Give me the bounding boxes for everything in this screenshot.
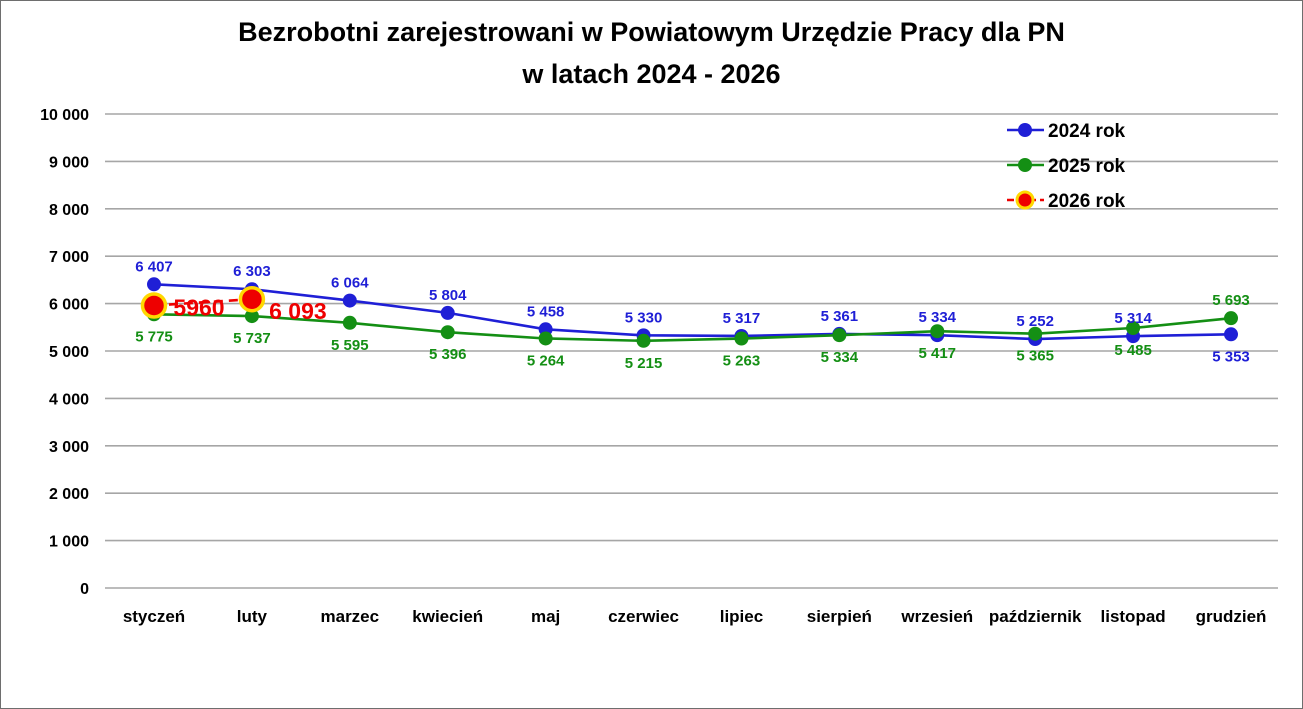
data-label-2026-rok: 6 093 xyxy=(269,298,327,324)
data-label-2024-rok: 5 353 xyxy=(1212,348,1250,365)
legend-label-2026-rok: 2026 rok xyxy=(1048,191,1126,212)
x-axis-label: maj xyxy=(531,607,560,626)
data-label-2026-rok: 5960 xyxy=(173,294,224,320)
data-label-2025-rok: 5 215 xyxy=(625,355,663,372)
data-point-marker-2024-rok xyxy=(147,277,161,292)
data-label-2025-rok: 5 396 xyxy=(429,346,467,363)
data-label-2024-rok: 6 303 xyxy=(233,263,271,280)
data-label-2024-rok: 5 361 xyxy=(821,308,859,325)
data-point-marker-2024-rok xyxy=(1224,327,1238,342)
y-tick-label: 10 000 xyxy=(40,107,89,124)
data-label-2025-rok: 5 485 xyxy=(1114,342,1152,359)
y-tick-label: 8 000 xyxy=(49,202,89,219)
data-label-2024-rok: 5 314 xyxy=(1114,310,1152,327)
data-label-2024-rok: 5 252 xyxy=(1016,313,1054,330)
data-label-2025-rok: 5 775 xyxy=(135,328,173,345)
data-label-2025-rok: 5 737 xyxy=(233,330,271,347)
x-axis-label: grudzień xyxy=(1196,607,1267,626)
y-tick-label: 6 000 xyxy=(49,297,89,314)
data-label-2024-rok: 5 330 xyxy=(625,309,663,326)
x-axis-label: październik xyxy=(989,607,1082,626)
chart-title-line2: w latach 2024 - 2026 xyxy=(522,59,781,89)
chart-title-line1: Bezrobotni zarejestrowani w Powiatowym U… xyxy=(238,17,1065,47)
y-tick-label: 5 000 xyxy=(49,344,89,361)
data-label-2025-rok: 5 417 xyxy=(918,345,956,362)
data-point-marker-2025-rok xyxy=(734,331,749,346)
y-tick-label: 0 xyxy=(80,581,89,598)
y-tick-label: 7 000 xyxy=(49,249,89,266)
x-axis-label: styczeń xyxy=(123,607,185,626)
data-label-2024-rok: 5 804 xyxy=(429,287,467,304)
legend-label-2024-rok: 2024 rok xyxy=(1048,121,1126,142)
series-line-2026-rok xyxy=(153,297,252,307)
data-point-marker-2025-rok xyxy=(538,331,553,346)
x-axis-label: wrzesień xyxy=(900,607,973,626)
legend-marker-2026-rok xyxy=(1015,190,1035,210)
data-label-2024-rok: 5 334 xyxy=(918,309,956,326)
y-tick-label: 4 000 xyxy=(49,391,89,408)
x-axis-label: czerwiec xyxy=(608,607,679,626)
data-point-marker-2025-rok xyxy=(1224,311,1238,326)
data-label-2024-rok: 6 064 xyxy=(331,275,369,292)
series-line-2025-rok xyxy=(153,312,1232,343)
data-label-2025-rok: 5 264 xyxy=(527,352,565,369)
y-tick-label: 1 000 xyxy=(49,534,89,551)
data-label-2025-rok: 5 263 xyxy=(723,353,761,370)
data-point-marker-2025-rok xyxy=(930,324,945,339)
data-point-marker-2025-rok xyxy=(1028,326,1043,341)
y-tick-label: 9 000 xyxy=(49,154,89,171)
y-tick-label: 3 000 xyxy=(49,439,89,456)
data-label-2025-rok: 5 595 xyxy=(331,337,369,354)
data-point-marker-2026-rok xyxy=(238,285,266,313)
x-axis-label: kwiecień xyxy=(412,607,483,626)
data-label-2025-rok: 5 693 xyxy=(1212,292,1250,309)
data-point-marker-2025-rok xyxy=(832,328,847,343)
data-point-marker-2024-rok xyxy=(440,305,455,320)
x-axis-label: sierpień xyxy=(807,607,872,626)
x-axis-label: lipiec xyxy=(720,607,763,626)
data-label-2025-rok: 5 365 xyxy=(1016,348,1054,365)
data-point-marker-2025-rok xyxy=(342,315,357,330)
data-label-2024-rok: 5 458 xyxy=(527,303,565,320)
data-label-2025-rok: 5 334 xyxy=(821,349,859,366)
chart-title: Bezrobotni zarejestrowani w Powiatowym U… xyxy=(1,11,1302,95)
data-point-marker-2025-rok xyxy=(636,333,651,348)
data-point-marker-2026-rok xyxy=(140,292,168,319)
x-axis-label: listopad xyxy=(1101,607,1166,626)
x-axis-label: luty xyxy=(237,607,268,626)
data-point-marker-2025-rok xyxy=(1126,321,1141,336)
legend-marker-2025-rok xyxy=(1018,158,1032,172)
x-axis-label: marzec xyxy=(321,607,380,626)
legend-marker-2024-rok xyxy=(1018,123,1032,137)
y-tick-label: 2 000 xyxy=(49,486,89,503)
data-label-2024-rok: 6 407 xyxy=(135,258,173,275)
data-point-marker-2025-rok xyxy=(440,325,455,340)
series-line-2024-rok xyxy=(153,283,1232,341)
data-point-marker-2024-rok xyxy=(342,293,357,308)
data-label-2024-rok: 5 317 xyxy=(723,310,761,327)
data-point-marker-2025-rok xyxy=(244,309,259,324)
legend-label-2025-rok: 2025 rok xyxy=(1048,156,1126,177)
